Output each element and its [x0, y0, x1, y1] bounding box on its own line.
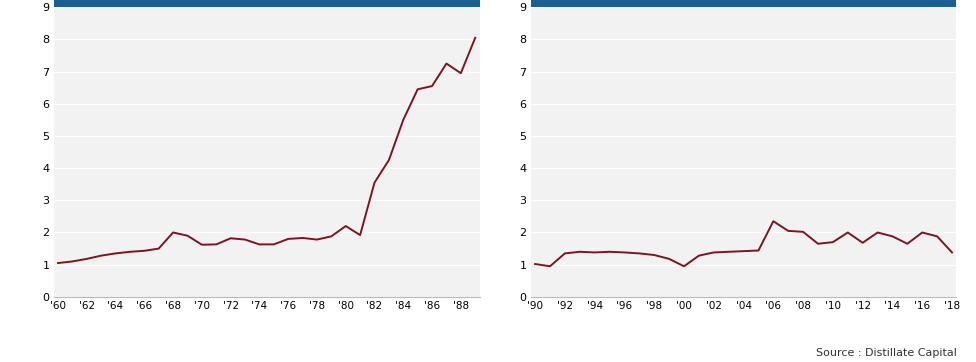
- Text: Source : Distillate Capital: Source : Distillate Capital: [816, 348, 956, 358]
